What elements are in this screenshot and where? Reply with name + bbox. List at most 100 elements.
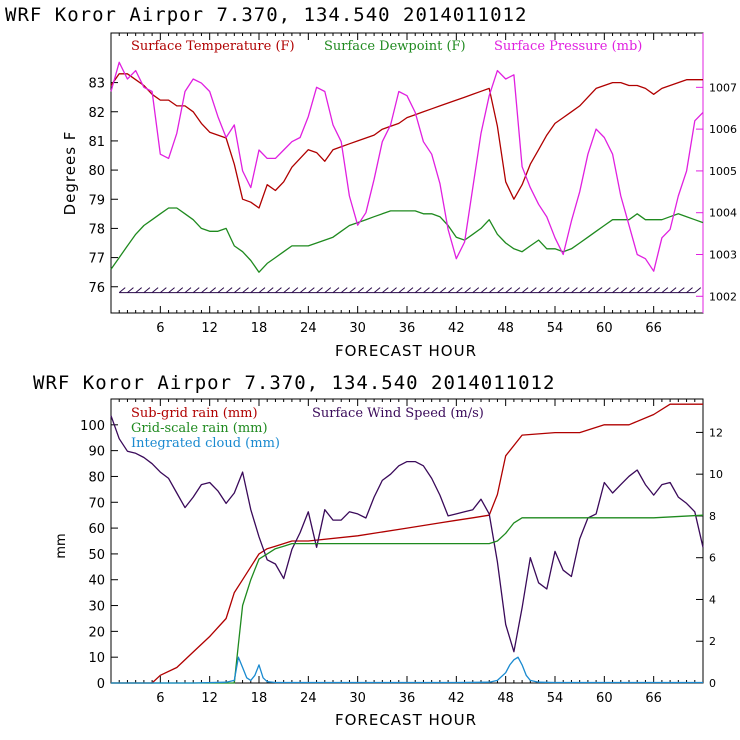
panel1-plot-frame — [110, 32, 704, 314]
right-tick-label: 1005 — [709, 165, 737, 178]
wind-barb — [423, 287, 430, 293]
wind-barb — [587, 287, 595, 293]
x-tick-label: 36 — [399, 321, 416, 336]
wind-barb — [447, 287, 455, 293]
panel2-series — [110, 403, 704, 684]
right-tick-label: 1002 — [709, 290, 737, 303]
left-tick-label: 77 — [88, 252, 105, 267]
wind-barb — [118, 287, 126, 293]
legend-surface-pressure: Surface Pressure (mb) — [494, 39, 642, 54]
left-tick-label: 81 — [88, 135, 105, 150]
x-tick-label: 48 — [497, 321, 514, 336]
x-tick-label: 60 — [596, 691, 613, 706]
wind-barb — [686, 287, 693, 293]
left-tick-label: 40 — [88, 574, 105, 589]
x-tick-label: 18 — [251, 321, 268, 336]
wind-barb — [217, 287, 225, 293]
x-tick-label: 66 — [645, 321, 662, 336]
right-tick-label: 1007 — [709, 81, 737, 94]
wind-barb — [645, 287, 652, 293]
wind-barb — [546, 287, 554, 293]
wind-barb — [332, 287, 340, 293]
wind-barb — [464, 287, 471, 293]
wind-barb — [579, 287, 586, 293]
wind-barb — [562, 287, 570, 293]
panel2-right-ticks: 0 2 4 6 8 10 12 — [696, 426, 723, 690]
wind-barb — [192, 287, 200, 293]
wind-barb — [390, 287, 397, 293]
wind-barb — [258, 287, 266, 293]
temperature-pressure-panel: WRF Koror Airpor 7.370, 134.540 20140110… — [5, 4, 737, 360]
left-tick-label: 83 — [88, 77, 105, 92]
left-tick-label: 50 — [88, 548, 105, 563]
wind-barb — [530, 287, 537, 293]
legend-gridscale-rain: Grid-scale rain (mm) — [131, 421, 268, 436]
wind-barb — [291, 287, 299, 293]
wind-barb — [571, 287, 578, 293]
x-tick-label: 36 — [399, 691, 416, 706]
left-tick-label: 76 — [88, 281, 105, 296]
legend-surface-dewpoint: Surface Dewpoint (F) — [324, 39, 466, 54]
wind-barb — [505, 287, 512, 293]
x-tick-label: 54 — [547, 691, 564, 706]
wind-barb — [382, 287, 389, 293]
wind-barb — [694, 287, 702, 293]
wind-barb — [168, 287, 175, 293]
wind-barb — [661, 287, 669, 293]
wind-barb — [497, 287, 504, 293]
panel2-left-ticks: 0 10 20 30 40 50 60 70 80 90 100 — [80, 419, 118, 692]
wind-barb — [143, 287, 151, 293]
panel1-right-ticks: 1002 1003 1004 1005 1006 1007 — [696, 81, 737, 303]
wind-barb — [678, 287, 685, 293]
x-tick-label: 54 — [547, 321, 564, 336]
integrated-cloud-line — [111, 656, 703, 684]
wind-barb — [184, 287, 192, 293]
wind-barb — [242, 287, 249, 293]
left-tick-label: 70 — [88, 496, 105, 511]
wind-barb — [595, 287, 603, 293]
x-tick-label: 24 — [300, 691, 317, 706]
right-tick-label: 1004 — [709, 207, 737, 220]
rain-wind-panel: WRF Koror Airpor 7.370, 134.540 20140110… — [33, 372, 723, 729]
right-tick-label: 12 — [709, 426, 723, 439]
wind-barb — [283, 287, 290, 293]
wind-barb — [612, 287, 619, 293]
wind-barb — [373, 287, 381, 293]
wind-barb — [414, 287, 422, 293]
wind-barb — [275, 287, 282, 293]
wind-barb — [653, 287, 660, 293]
x-tick-label: 48 — [497, 691, 514, 706]
panel1-left-ticks: 76 77 78 79 80 81 82 83 — [88, 77, 118, 296]
left-tick-label: 10 — [88, 651, 105, 666]
wind-barb — [365, 287, 373, 293]
wind-barb — [604, 287, 611, 293]
left-tick-label: 79 — [88, 193, 105, 208]
wind-barb — [620, 287, 628, 293]
panel2-x-ticks: 6 12 18 24 30 36 42 48 54 60 66 — [118, 399, 696, 706]
left-tick-label: 80 — [88, 470, 105, 485]
wind-barb — [250, 287, 258, 293]
panel1-title: WRF Koror Airpor 7.370, 134.540 20140110… — [5, 4, 527, 26]
wind-barbs-row — [118, 287, 702, 294]
left-tick-label: 20 — [88, 625, 105, 640]
right-tick-label: 0 — [709, 677, 716, 690]
right-tick-label: 1003 — [709, 248, 737, 261]
panel1-series — [110, 61, 704, 273]
panel2-title: WRF Koror Airpor 7.370, 134.540 20140110… — [33, 372, 555, 394]
wind-barb — [266, 287, 274, 293]
legend-integrated-cloud: Integrated cloud (mm) — [131, 436, 280, 451]
wind-barb — [538, 287, 545, 293]
right-tick-label: 2 — [709, 635, 716, 648]
left-tick-label: 90 — [88, 445, 105, 460]
right-tick-label: 6 — [709, 552, 716, 565]
panel1-x-ticks: 6 12 18 24 30 36 42 48 54 60 66 — [118, 33, 696, 336]
wind-barb — [316, 287, 323, 293]
x-tick-label: 30 — [349, 691, 366, 706]
wind-barb — [669, 287, 677, 293]
left-tick-label: 0 — [97, 677, 105, 692]
wind-barb — [234, 287, 241, 293]
right-tick-label: 8 — [709, 510, 716, 523]
wind-barb — [135, 287, 142, 293]
wind-barb — [439, 287, 447, 293]
